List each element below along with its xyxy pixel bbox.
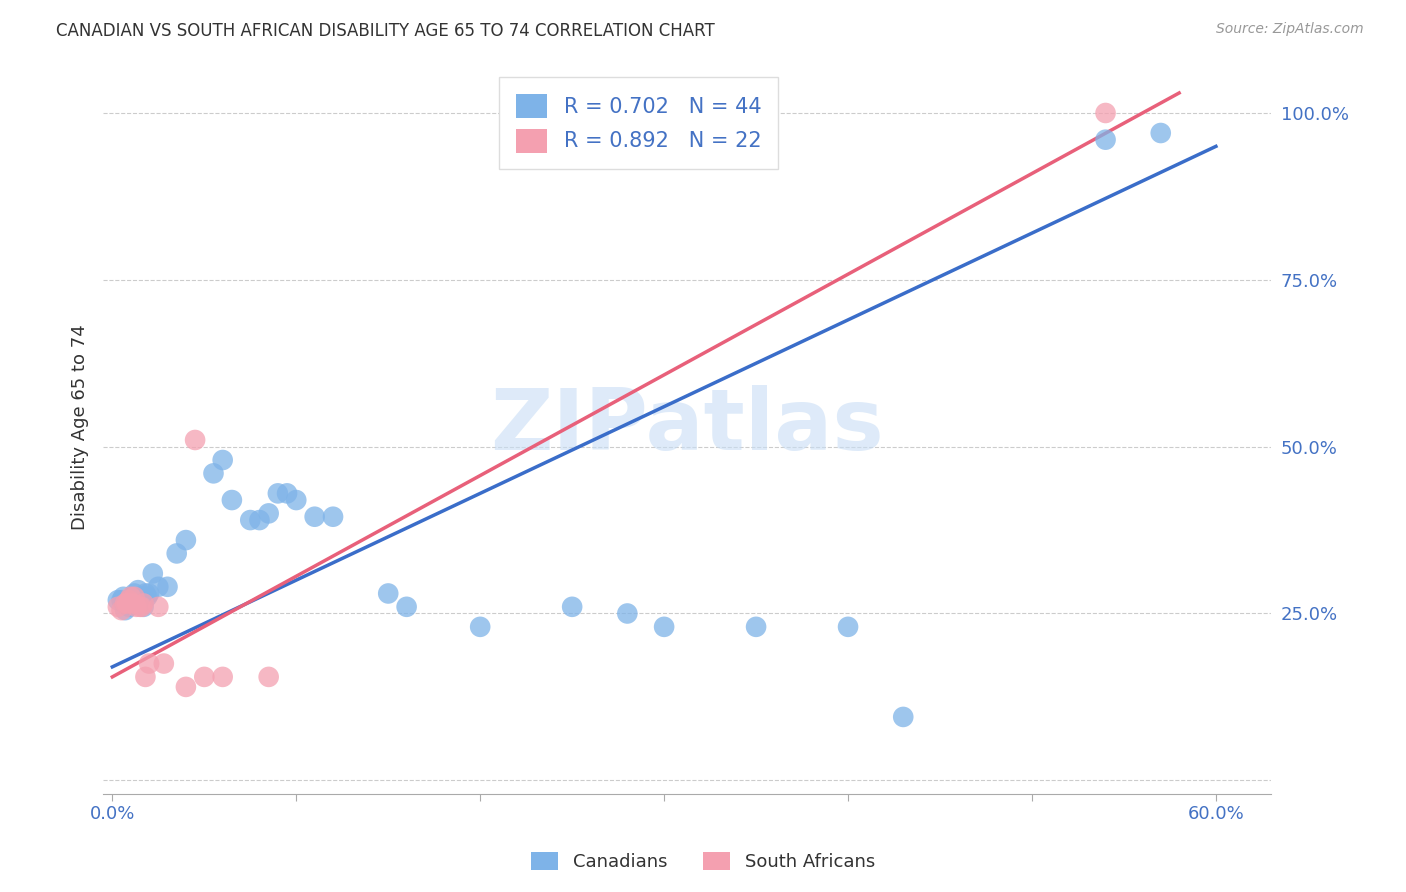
Point <box>134 670 156 684</box>
Point <box>211 453 233 467</box>
Point <box>114 597 136 611</box>
Point <box>129 597 152 611</box>
Point <box>377 586 399 600</box>
Point <box>470 620 492 634</box>
Point <box>115 597 138 611</box>
Point <box>174 680 197 694</box>
Legend: Canadians, South Africans: Canadians, South Africans <box>524 845 882 879</box>
Point <box>132 599 155 614</box>
Point <box>174 533 197 547</box>
Point <box>1094 133 1116 147</box>
Point <box>1150 126 1173 140</box>
Point <box>112 590 135 604</box>
Point <box>285 493 308 508</box>
Point <box>202 467 225 481</box>
Point <box>125 599 148 614</box>
Point <box>121 597 143 611</box>
Point <box>127 583 149 598</box>
Point <box>193 670 215 684</box>
Point <box>110 603 132 617</box>
Point <box>129 599 152 614</box>
Point <box>257 670 280 684</box>
Point <box>1094 106 1116 120</box>
Point <box>304 509 326 524</box>
Point <box>107 599 129 614</box>
Point <box>118 593 141 607</box>
Point <box>257 507 280 521</box>
Point <box>395 599 418 614</box>
Point <box>120 597 142 611</box>
Point <box>124 586 146 600</box>
Point <box>134 586 156 600</box>
Point <box>322 509 344 524</box>
Point <box>124 590 146 604</box>
Point <box>891 710 914 724</box>
Point <box>148 580 170 594</box>
Point <box>125 593 148 607</box>
Point <box>221 493 243 508</box>
Point <box>745 620 768 634</box>
Text: Source: ZipAtlas.com: Source: ZipAtlas.com <box>1216 22 1364 37</box>
Point <box>110 593 132 607</box>
Y-axis label: Disability Age 65 to 74: Disability Age 65 to 74 <box>72 324 89 530</box>
Point <box>148 599 170 614</box>
Point <box>136 590 159 604</box>
Point <box>276 486 298 500</box>
Point <box>138 657 160 671</box>
Point <box>115 597 138 611</box>
Point <box>138 586 160 600</box>
Point <box>121 593 143 607</box>
Text: ZIPatlas: ZIPatlas <box>491 385 884 468</box>
Point <box>166 546 188 560</box>
Point <box>114 603 136 617</box>
Point <box>118 599 141 614</box>
Point <box>239 513 262 527</box>
Point <box>652 620 675 634</box>
Point <box>131 599 153 614</box>
Point <box>142 566 165 581</box>
Text: CANADIAN VS SOUTH AFRICAN DISABILITY AGE 65 TO 74 CORRELATION CHART: CANADIAN VS SOUTH AFRICAN DISABILITY AGE… <box>56 22 716 40</box>
Point <box>616 607 638 621</box>
Point <box>837 620 859 634</box>
Point <box>132 597 155 611</box>
Point <box>120 590 142 604</box>
Point <box>153 657 176 671</box>
Point <box>211 670 233 684</box>
Point <box>267 486 290 500</box>
Point <box>184 433 207 447</box>
Point <box>156 580 179 594</box>
Legend: R = 0.702   N = 44, R = 0.892   N = 22: R = 0.702 N = 44, R = 0.892 N = 22 <box>499 78 778 169</box>
Point <box>249 513 271 527</box>
Point <box>107 593 129 607</box>
Point <box>561 599 583 614</box>
Point <box>131 590 153 604</box>
